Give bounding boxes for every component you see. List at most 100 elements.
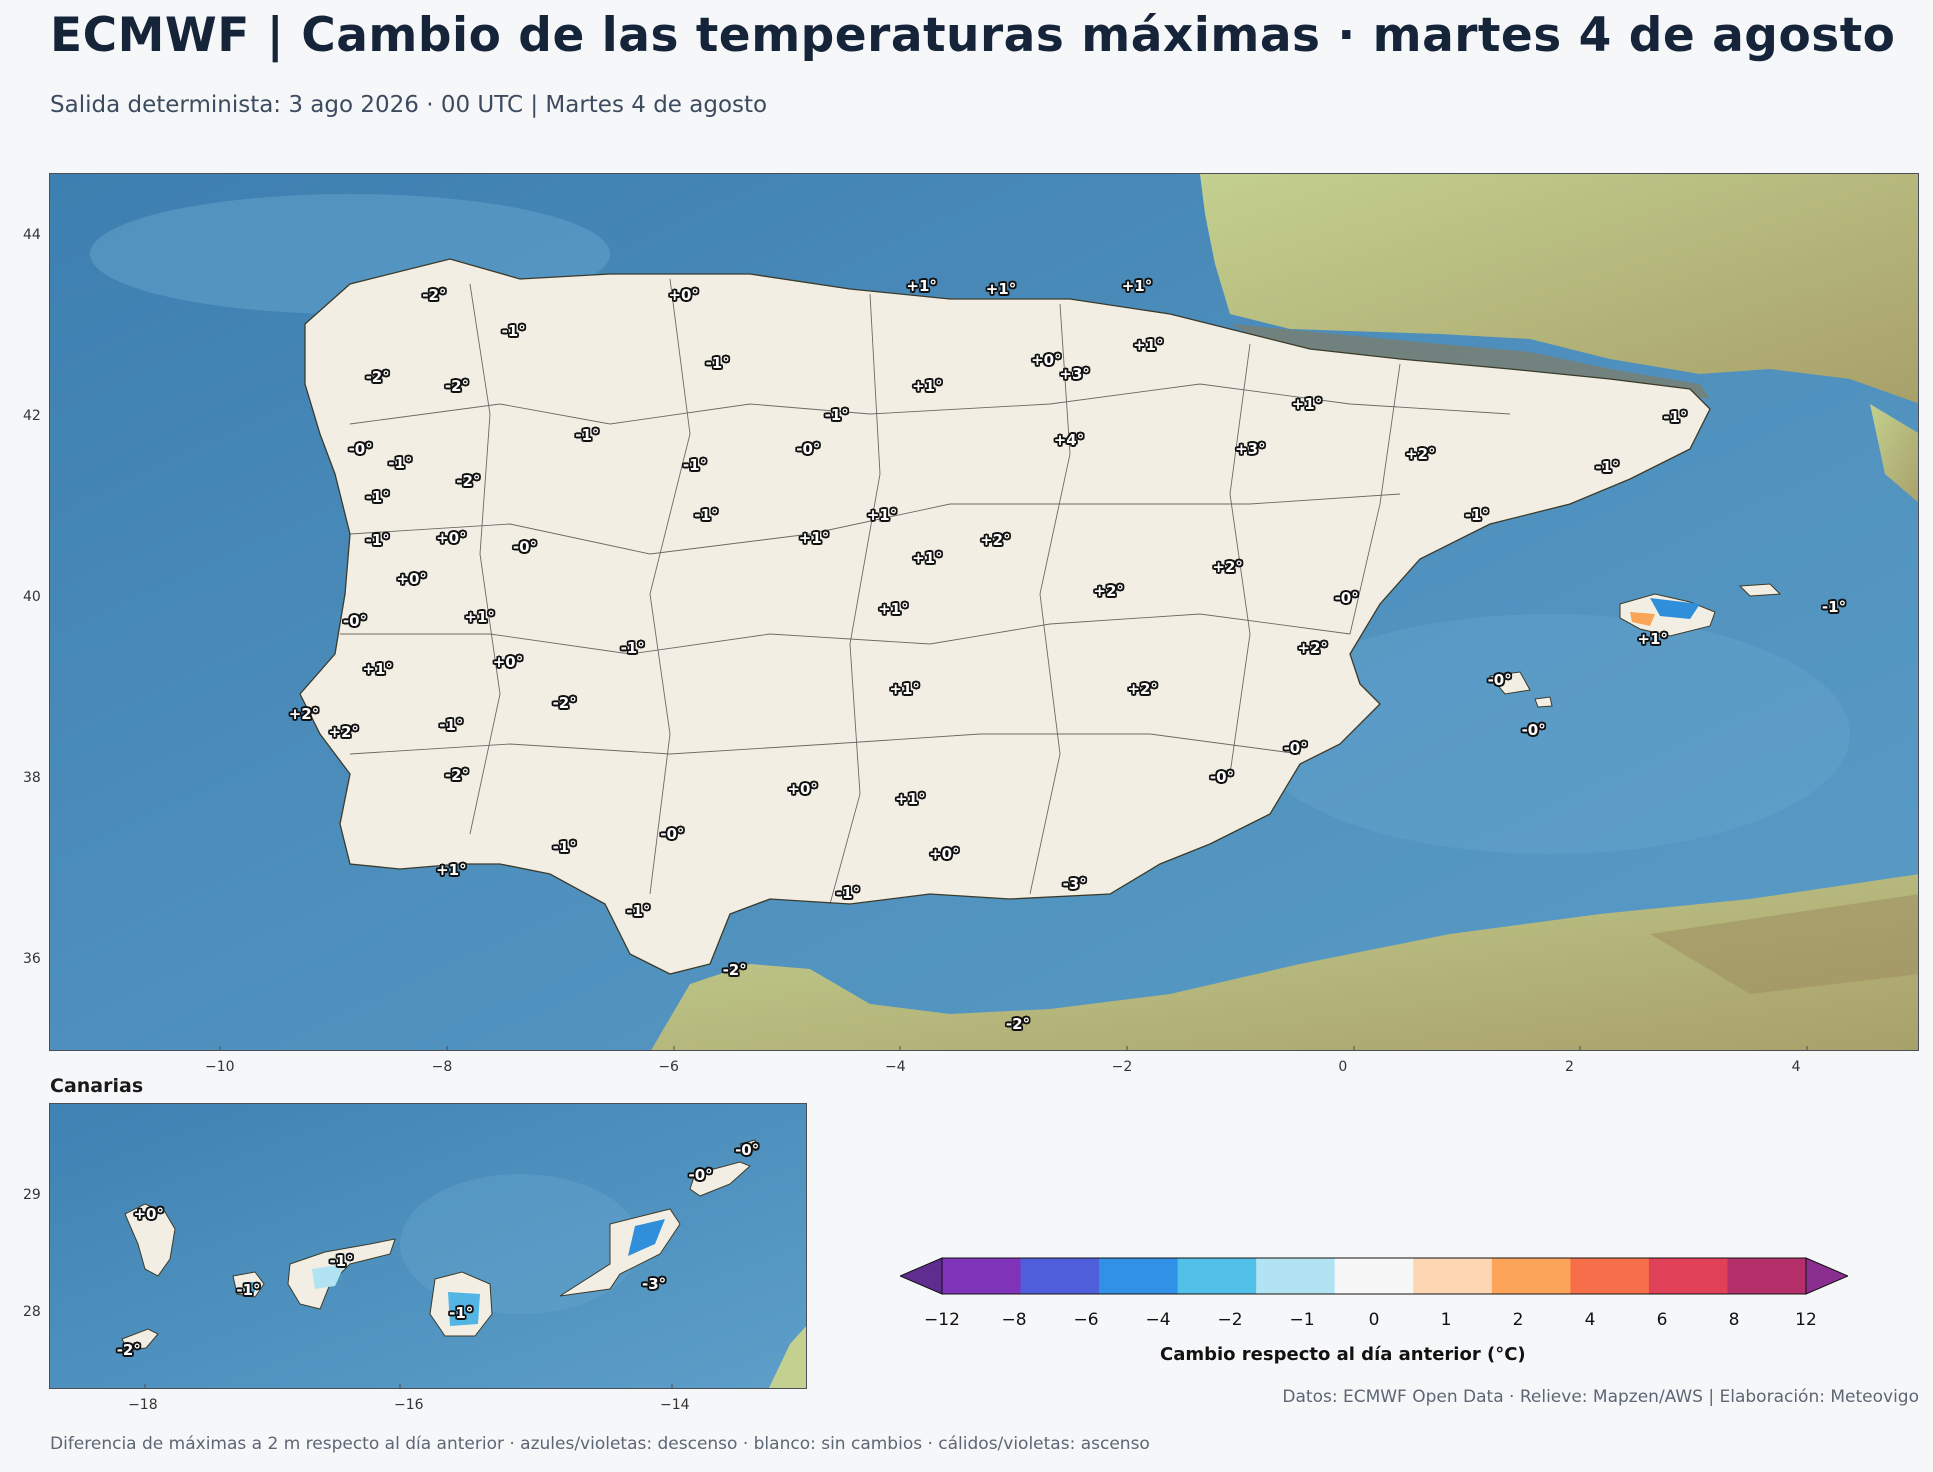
colorbar-segment	[1177, 1258, 1257, 1294]
main-map-value-label: +1°	[1121, 277, 1153, 296]
colorbar-tick: 8	[1728, 1310, 1740, 1330]
main-map-value-label: -1°	[439, 716, 464, 735]
main-map-value-label: -2°	[722, 960, 747, 979]
main-map-value-label: +1°	[866, 506, 898, 525]
main-map-value-label: -2°	[456, 471, 481, 490]
colorbar-tick: −1	[1289, 1310, 1315, 1330]
colorbar	[900, 1256, 1848, 1296]
main-map-value-label: -2°	[1005, 1014, 1031, 1033]
canarias-inset-map	[49, 1103, 807, 1389]
main-map-value-label: +0°	[396, 569, 427, 588]
main-map-value-label: -0°	[796, 440, 821, 459]
main-map-value-label: +1°	[912, 376, 943, 395]
main-map-value-label: -1°	[552, 838, 577, 857]
inset-title: Canarias	[50, 1075, 144, 1097]
main-map-value-label: +1°	[985, 279, 1017, 298]
main-map-value-label: -1°	[1464, 506, 1490, 525]
colorbar-tick: 1	[1440, 1310, 1452, 1330]
colorbar-tick: −4	[1145, 1310, 1171, 1330]
main-map-value-label: +1°	[1133, 335, 1164, 354]
main-map-value-label: -0°	[1209, 767, 1235, 786]
main-map-value-label: -2°	[444, 765, 470, 784]
colorbar-segment	[1334, 1258, 1414, 1294]
main-map-value-label: +2°	[1127, 679, 1158, 698]
colorbar-segment	[1648, 1258, 1728, 1294]
inset-value-label: -0°	[688, 1166, 713, 1185]
inset-x-tick: −14	[660, 1397, 690, 1413]
inset-value-label: -3°	[641, 1274, 667, 1293]
colorbar-segment	[1570, 1258, 1650, 1294]
main-map-value-label: -1°	[1663, 408, 1688, 427]
main-map-value-label: -1°	[626, 901, 651, 920]
main-map-value-label: +1°	[889, 679, 920, 698]
main-map-value-label: +1°	[1291, 394, 1323, 413]
main-map-value-label: +0°	[1031, 351, 1062, 370]
main-map-value-label: +2°	[328, 723, 359, 742]
main-map-y-tick: 36	[23, 951, 41, 968]
main-map-value-label: -1°	[1821, 598, 1847, 617]
colorbar-tick: 4	[1584, 1310, 1596, 1330]
main-map-value-label: -1°	[501, 322, 526, 341]
main-map-x-tick: −8	[431, 1059, 453, 1075]
main-map-value-label: +2°	[980, 530, 1011, 549]
inset-value-label: -1°	[329, 1251, 354, 1270]
main-map-value-label: -0°	[660, 824, 685, 843]
main-map-value-label: -2°	[365, 367, 390, 386]
credits: Datos: ECMWF Open Data · Relieve: Mapzen…	[1282, 1387, 1919, 1407]
canarias-inset-canvas	[50, 1104, 806, 1388]
main-map-value-label: -1°	[388, 453, 413, 472]
main-map-value-label: +2°	[1297, 639, 1328, 658]
colorbar-extend-low	[900, 1257, 943, 1295]
main-map-value-label: -1°	[365, 488, 390, 507]
main-map-value-label: -1°	[835, 883, 861, 902]
main-map-value-label: +1°	[895, 790, 926, 809]
main-map-value-label: +1°	[878, 600, 909, 619]
colorbar-tick: −2	[1217, 1310, 1243, 1330]
main-map	[49, 173, 1919, 1051]
main-map-x-tick: −4	[885, 1059, 906, 1075]
inset-y-tick: 29	[23, 1187, 41, 1204]
colorbar-tick: 6	[1656, 1310, 1668, 1330]
inset-value-label: -1°	[236, 1280, 261, 1299]
colorbar-tick: −8	[1001, 1310, 1027, 1330]
main-map-value-label: -1°	[620, 639, 645, 658]
main-map-x-tick: −6	[658, 1059, 679, 1075]
main-map-value-label: +3°	[1235, 440, 1266, 459]
colorbar-tick: −6	[1073, 1310, 1099, 1330]
main-map-value-label: -2°	[422, 286, 447, 305]
main-map-value-label: +1°	[912, 548, 943, 567]
main-map-value-label: -2°	[444, 376, 470, 395]
colorbar-segment	[1413, 1258, 1493, 1294]
colorbar-extend-high	[1805, 1257, 1848, 1295]
inset-y-tick: 28	[23, 1304, 41, 1321]
inset-value-label: +0°	[133, 1204, 164, 1223]
main-map-value-label: -0°	[342, 612, 368, 631]
main-map-value-label: +4°	[1053, 431, 1085, 450]
colorbar-segment	[1020, 1258, 1100, 1294]
main-map-value-label: -1°	[682, 456, 708, 475]
main-map-value-label: +1°	[798, 528, 830, 547]
main-map-value-label: -0°	[348, 440, 373, 459]
main-map-y-tick: 40	[23, 589, 41, 606]
main-map-canvas	[50, 174, 1918, 1050]
inset-x-tick: −18	[128, 1397, 158, 1413]
main-map-value-label: +1°	[362, 660, 393, 679]
main-map-x-tick: −2	[1111, 1059, 1133, 1075]
colorbar-tick: 0	[1368, 1310, 1380, 1330]
colorbar-segment	[1727, 1258, 1807, 1294]
colorbar-title: Cambio respecto al día anterior (°C)	[1160, 1344, 1526, 1365]
main-map-value-label: -0°	[1283, 738, 1308, 757]
main-map-value-label: +1°	[1637, 630, 1668, 649]
colorbar-tick: 2	[1512, 1310, 1524, 1330]
inset-value-label: -2°	[116, 1341, 141, 1360]
main-map-y-tick: 44	[23, 227, 41, 244]
colorbar-canvas	[900, 1257, 1848, 1295]
main-map-value-label: -1°	[575, 426, 600, 445]
page-title: ECMWF | Cambio de las temperaturas máxim…	[50, 8, 1896, 63]
colorbar-tick: 12	[1795, 1310, 1817, 1330]
main-map-y-tick: 38	[23, 770, 41, 787]
main-map-value-label: +0°	[787, 779, 818, 798]
main-map-value-label: +2°	[1212, 557, 1243, 576]
main-map-value-label: -1°	[824, 405, 849, 424]
main-map-x-tick: −10	[205, 1059, 235, 1075]
